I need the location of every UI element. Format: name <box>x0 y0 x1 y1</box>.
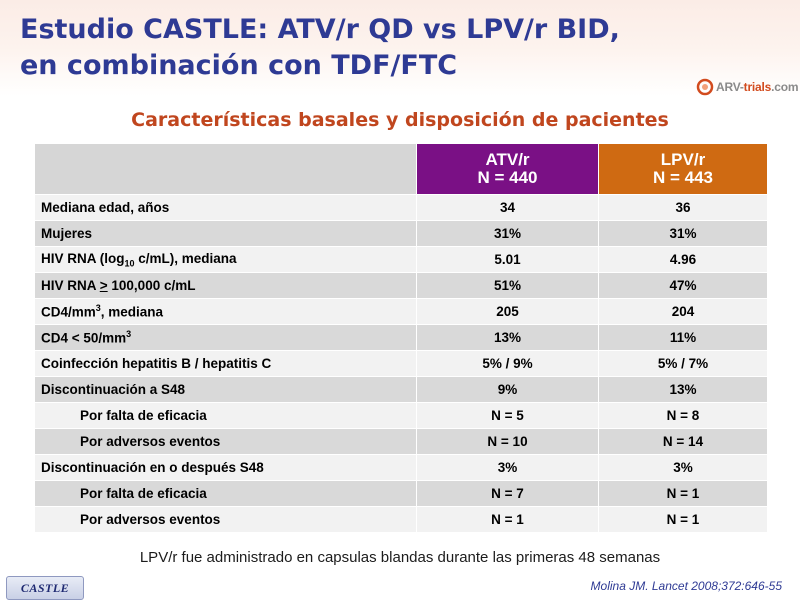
row-atv-value: 5.01 <box>416 246 599 273</box>
title-line-2: en combinación con TDF/FTC <box>20 50 458 81</box>
table-row: Por falta de eficacia N = 5 N = 8 <box>34 402 768 429</box>
table-row: Coinfección hepatitis B / hepatitis C 5%… <box>34 350 768 377</box>
table-row: Por adversos eventos N = 1 N = 1 <box>34 506 768 533</box>
table-row: Por falta de eficacia N = 7 N = 1 <box>34 480 768 507</box>
header-atv: ATV/r N = 440 <box>416 143 599 195</box>
row-atv-value: 205 <box>416 298 599 325</box>
table-row: Mediana edad, años 34 36 <box>34 194 768 221</box>
arv-trials-logo: ARV-trials.com <box>696 77 799 97</box>
table-row: HIV RNA (log10 c/mL), mediana 5.01 4.96 <box>34 246 768 273</box>
row-lpv-value: 47% <box>598 272 768 299</box>
row-lpv-value: 5% / 7% <box>598 350 768 377</box>
footnote: LPV/r fue administrado en capsulas bland… <box>139 549 661 566</box>
row-lpv-value: N = 8 <box>598 402 768 429</box>
row-lpv-value: 3% <box>598 454 768 481</box>
row-atv-value: 34 <box>416 194 599 221</box>
row-atv-value: N = 7 <box>416 480 599 507</box>
study-badge: CASTLE <box>6 576 84 600</box>
row-atv-value: 51% <box>416 272 599 299</box>
row-atv-value: 3% <box>416 454 599 481</box>
row-label-pre: CD4/mm <box>41 304 96 320</box>
row-label-pre: HIV RNA (log <box>41 250 125 266</box>
row-lpv-value: 11% <box>598 324 768 351</box>
row-atv-value: 9% <box>416 376 599 403</box>
row-label: Por adversos eventos <box>34 506 417 533</box>
logo-text: ARV-trials.com <box>716 80 799 94</box>
logo-prefix: ARV- <box>716 80 744 94</box>
row-lpv-value: 36 <box>598 194 768 221</box>
row-label: Por falta de eficacia <box>34 480 417 507</box>
row-lpv-value: 4.96 <box>598 246 768 273</box>
row-label: CD4 < 50/mm3 <box>34 324 417 351</box>
header-atv-n: N = 440 <box>477 168 538 187</box>
table-row: Mujeres 31% 31% <box>34 220 768 247</box>
row-label: HIV RNA (log10 c/mL), mediana <box>34 246 417 273</box>
row-label: Mujeres <box>34 220 417 247</box>
row-atv-value: 31% <box>416 220 599 247</box>
row-label-post: c/mL), mediana <box>134 250 237 266</box>
baseline-characteristics-table: ATV/r N = 440 LPV/r N = 443 Mediana edad… <box>34 143 768 533</box>
row-atv-value: N = 5 <box>416 402 599 429</box>
row-atv-value: N = 10 <box>416 428 599 455</box>
row-label-underlined: > <box>99 278 108 293</box>
row-atv-value: 13% <box>416 324 599 351</box>
row-label-sup: 3 <box>95 303 101 314</box>
table-row: CD4 < 50/mm3 13% 11% <box>34 324 768 351</box>
table-row: Por adversos eventos N = 10 N = 14 <box>34 428 768 455</box>
header-lpv-n: N = 443 <box>652 168 713 187</box>
table-header-row: ATV/r N = 440 LPV/r N = 443 <box>34 143 768 195</box>
row-label-sub: 10 <box>124 258 135 269</box>
row-label-post: , mediana <box>100 304 164 320</box>
row-lpv-value: 13% <box>598 376 768 403</box>
row-label: Por falta de eficacia <box>34 402 417 429</box>
row-label: HIV RNA > 100,000 c/mL <box>34 272 417 299</box>
table-row: Discontinuación a S48 9% 13% <box>34 376 768 403</box>
row-label-sup: 3 <box>126 329 132 340</box>
citation: Molina JM. Lancet 2008;372:646-55 <box>590 579 782 593</box>
row-label: Mediana edad, años <box>34 194 417 221</box>
row-label: Por adversos eventos <box>34 428 417 455</box>
header-lpv-name: LPV/r <box>660 150 706 169</box>
table-row: Discontinuación en o después S48 3% 3% <box>34 454 768 481</box>
row-label-pre: CD4 < 50/mm <box>41 330 127 346</box>
row-lpv-value: N = 1 <box>598 506 768 533</box>
logo-suffix: .com <box>771 80 799 94</box>
logo-highlight: trials <box>743 80 772 94</box>
row-label: Discontinuación en o después S48 <box>34 454 417 481</box>
arv-logo-icon <box>696 78 714 96</box>
header-blank-cell <box>34 143 417 195</box>
row-atv-value: 5% / 9% <box>416 350 599 377</box>
header-atv-name: ATV/r <box>485 150 530 169</box>
row-label: Coinfección hepatitis B / hepatitis C <box>34 350 417 377</box>
table-row: HIV RNA > 100,000 c/mL 51% 47% <box>34 272 768 299</box>
row-atv-value: N = 1 <box>416 506 599 533</box>
slide-title: Estudio CASTLE: ATV/r QD vs LPV/r BID, e… <box>20 12 660 84</box>
row-lpv-value: 204 <box>598 298 768 325</box>
row-lpv-value: 31% <box>598 220 768 247</box>
row-lpv-value: N = 14 <box>598 428 768 455</box>
row-lpv-value: N = 1 <box>598 480 768 507</box>
row-label-pre: HIV RNA <box>41 278 100 293</box>
row-label-post: 100,000 c/mL <box>107 278 196 293</box>
title-line-1: Estudio CASTLE: ATV/r QD vs LPV/r BID, <box>20 14 620 45</box>
table-row: CD4/mm3, mediana 205 204 <box>34 298 768 325</box>
header-lpv: LPV/r N = 443 <box>598 143 768 195</box>
row-label: Discontinuación a S48 <box>34 376 417 403</box>
row-label: CD4/mm3, mediana <box>34 298 417 325</box>
slide-subtitle: Características basales y disposición de… <box>131 109 669 131</box>
